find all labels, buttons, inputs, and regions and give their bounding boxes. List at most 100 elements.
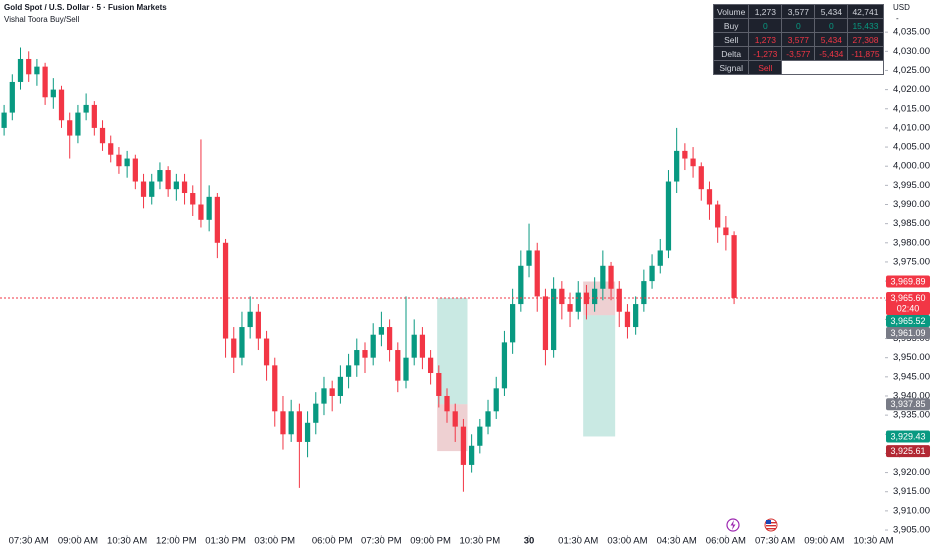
candle-body	[354, 350, 360, 366]
table-cell: 15,433	[847, 18, 884, 33]
candle-body	[329, 388, 335, 396]
candle-body	[427, 357, 434, 374]
price-tag-label: 3,969.89	[890, 276, 925, 286]
y-tick-label: 3,950.00	[893, 352, 930, 363]
candle-body	[247, 311, 253, 328]
candle-body	[715, 204, 721, 228]
x-tick-label: 09:00 AM	[58, 536, 98, 547]
candle-body	[616, 288, 622, 312]
y-tick-label: 3,915.00	[893, 486, 930, 497]
y-tick-label: 4,020.00	[893, 84, 930, 95]
price-tag	[886, 314, 930, 327]
candle-body	[50, 89, 56, 98]
candle-body	[17, 58, 24, 82]
candle-body	[624, 311, 631, 328]
table-cell: 0	[781, 18, 816, 33]
x-tick-label: 03:00 AM	[607, 536, 647, 547]
candle-body	[108, 143, 114, 155]
row-label: Buy	[712, 18, 750, 33]
row-label: Delta	[712, 46, 750, 61]
candle-body	[665, 181, 672, 251]
candle-body	[395, 350, 401, 381]
candle-body	[378, 327, 385, 335]
y-tick-label: 3,935.00	[893, 410, 930, 421]
candle-body	[698, 166, 704, 190]
y-tick-label: 4,005.00	[893, 142, 930, 153]
table-cell: 0	[748, 18, 783, 33]
candle-body	[526, 250, 532, 266]
candle-body	[165, 170, 171, 190]
x-tick-label: 12:00 PM	[156, 536, 197, 547]
row-label: Sell	[712, 32, 750, 47]
candle-body	[690, 158, 696, 167]
candle-body	[345, 365, 352, 377]
candle-body	[99, 127, 106, 144]
x-tick-label: 01:30 AM	[558, 536, 598, 547]
candle-body	[567, 304, 573, 312]
candle-body	[173, 181, 179, 190]
candle-body	[657, 250, 663, 266]
us-flag-icon[interactable]	[764, 518, 778, 532]
y-tick-label: 4,015.00	[893, 103, 930, 114]
candle-body	[460, 426, 467, 465]
y-tick-label: 3,905.00	[893, 525, 930, 536]
table-cell: -1,273	[748, 46, 783, 61]
candle-body	[493, 388, 499, 412]
candle-body	[501, 342, 508, 389]
candle-body	[34, 66, 40, 75]
candle-body	[337, 376, 344, 396]
candle-body	[723, 227, 729, 236]
y-tick-label: 4,025.00	[893, 65, 930, 76]
x-tick-label: 07:30 PM	[361, 536, 402, 547]
table-cell: Sell	[748, 60, 783, 75]
candle-body	[190, 193, 196, 205]
candle-body	[468, 445, 475, 465]
indicator-name: Vishal Toora Buy/Sell	[4, 15, 80, 24]
candle-body	[214, 196, 220, 243]
candle-body	[255, 311, 261, 339]
price-tag	[886, 275, 930, 288]
candle-body	[436, 373, 442, 396]
x-tick-label: 04:30 AM	[657, 536, 697, 547]
row-label: Signal	[712, 60, 750, 75]
candle-body	[42, 66, 48, 98]
candle-body	[518, 265, 524, 305]
candle-body	[58, 89, 65, 121]
candle-body	[362, 350, 368, 358]
y-tick-label: 3,940.00	[893, 390, 930, 401]
candle-body	[75, 112, 81, 136]
candle-body	[181, 181, 188, 194]
candle-body	[649, 265, 655, 282]
candle-body	[510, 304, 516, 343]
price-tag-countdown: 02:40	[897, 303, 920, 313]
candle-body	[731, 235, 737, 298]
candle-body	[140, 181, 147, 197]
candle-body	[551, 288, 557, 351]
candle-body	[641, 281, 647, 305]
candle-body	[313, 403, 319, 423]
x-tick-label: 07:30 AM	[755, 536, 795, 547]
candle-body	[419, 334, 426, 358]
candle-body	[67, 120, 73, 136]
candle-body	[452, 411, 458, 427]
lightning-icon[interactable]	[726, 518, 740, 532]
candle-body	[288, 411, 294, 435]
candle-body	[83, 104, 89, 113]
y-tick-label: 3,945.00	[893, 371, 930, 382]
candle-body	[583, 292, 590, 305]
candle-body	[608, 265, 614, 289]
candle-body	[280, 411, 286, 435]
table-row: Buy 0 0 0 15,433	[712, 18, 884, 33]
candle-body	[559, 288, 565, 305]
y-tick-label: 3,990.00	[893, 199, 930, 210]
candles	[1, 47, 737, 492]
price-tag-label: 3,925.61	[890, 446, 925, 456]
table-cell: 5,434	[814, 32, 849, 47]
x-tick-label: 07:30 AM	[9, 536, 49, 547]
y-tick-label: 4,030.00	[893, 46, 930, 57]
x-tick-label: 10:30 PM	[459, 536, 500, 547]
candle-body	[304, 422, 311, 442]
candle-body	[157, 170, 163, 182]
price-tag	[886, 445, 930, 458]
